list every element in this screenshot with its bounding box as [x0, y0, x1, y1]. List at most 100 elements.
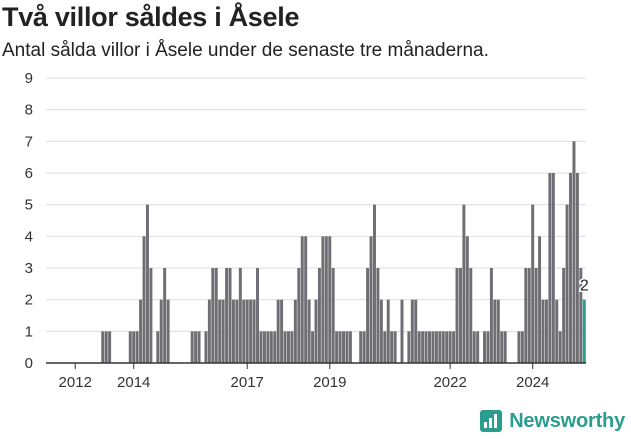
bar — [262, 331, 266, 363]
bar — [558, 331, 562, 363]
bar — [359, 331, 363, 363]
y-tick-label: 8 — [25, 102, 33, 119]
bar-series — [101, 141, 586, 363]
bar — [328, 236, 332, 363]
bar — [414, 299, 418, 363]
bar — [300, 236, 304, 363]
y-tick-label: 5 — [25, 197, 33, 214]
bar — [548, 173, 552, 363]
y-tick-label: 0 — [25, 355, 33, 372]
bar — [520, 331, 524, 363]
bar — [372, 204, 376, 363]
bar — [204, 331, 208, 363]
bar — [369, 236, 373, 363]
bar — [551, 173, 555, 363]
bar — [421, 331, 425, 363]
bar — [231, 299, 235, 363]
y-tick-label: 1 — [25, 323, 33, 340]
bar — [238, 268, 242, 363]
chart-title: Två villor såldes i Åsele — [2, 2, 300, 32]
x-tick-label: 2019 — [313, 374, 346, 391]
bar — [555, 299, 559, 363]
brand-footer: Newsworthy — [479, 409, 625, 433]
bar — [132, 331, 136, 363]
bar — [283, 331, 287, 363]
bar — [245, 299, 249, 363]
bar — [149, 268, 153, 363]
y-tick-label: 3 — [25, 260, 33, 277]
bar — [582, 299, 586, 363]
bar — [197, 331, 201, 363]
bar — [135, 331, 139, 363]
bar — [407, 331, 411, 363]
bar — [108, 331, 112, 363]
y-tick-label: 6 — [25, 165, 33, 182]
bar — [517, 331, 521, 363]
bar — [458, 268, 462, 363]
bar — [242, 299, 246, 363]
x-tick-label: 2022 — [433, 374, 466, 391]
bar — [290, 331, 294, 363]
bar — [472, 331, 476, 363]
y-tick-label: 7 — [25, 133, 33, 150]
bar — [400, 299, 404, 363]
bar — [366, 268, 370, 363]
brand-name: Newsworthy — [509, 409, 625, 432]
bar — [145, 204, 149, 363]
bar — [541, 299, 545, 363]
x-tick-label: 2024 — [516, 374, 549, 391]
bar — [579, 268, 583, 363]
bar — [259, 331, 263, 363]
bar — [483, 331, 487, 363]
bar — [101, 331, 105, 363]
chart-subtitle: Antal sålda villor i Åsele under de sena… — [2, 40, 489, 61]
bar — [503, 331, 507, 363]
newsworthy-logo-icon — [480, 410, 503, 432]
bar — [335, 331, 339, 363]
bar — [572, 141, 576, 363]
bar — [280, 299, 284, 363]
bar — [441, 331, 445, 363]
bar — [214, 268, 218, 363]
bar — [438, 331, 442, 363]
bar — [252, 299, 256, 363]
bar — [544, 299, 548, 363]
bar — [489, 268, 493, 363]
bar — [379, 299, 383, 363]
bar — [348, 331, 352, 363]
bar — [287, 331, 290, 363]
bar — [156, 331, 160, 363]
bar — [139, 299, 143, 363]
bar — [163, 268, 167, 363]
x-tick-label: 2014 — [117, 374, 150, 391]
bar — [410, 299, 414, 363]
bar — [128, 331, 132, 363]
bar — [338, 331, 342, 363]
bar — [462, 204, 466, 363]
bar — [297, 268, 301, 363]
x-tick-label: 2012 — [59, 374, 92, 391]
bar — [342, 331, 345, 363]
bar — [486, 331, 490, 363]
bar — [448, 331, 452, 363]
y-tick-label: 4 — [25, 228, 33, 245]
bar — [496, 299, 500, 363]
bar — [469, 268, 473, 363]
bar — [524, 268, 528, 363]
bar — [431, 331, 435, 363]
x-tick-label: 2017 — [231, 374, 264, 391]
bar — [417, 331, 421, 363]
bar — [493, 299, 497, 363]
bar — [445, 331, 449, 363]
bar — [235, 299, 239, 363]
bar — [256, 268, 260, 363]
bar — [249, 299, 253, 363]
bar — [307, 299, 311, 363]
bar — [424, 331, 428, 363]
bar — [311, 331, 315, 363]
bar — [317, 268, 321, 363]
data-labels: 2 — [578, 276, 590, 296]
bar — [390, 331, 394, 363]
bar — [159, 299, 163, 363]
